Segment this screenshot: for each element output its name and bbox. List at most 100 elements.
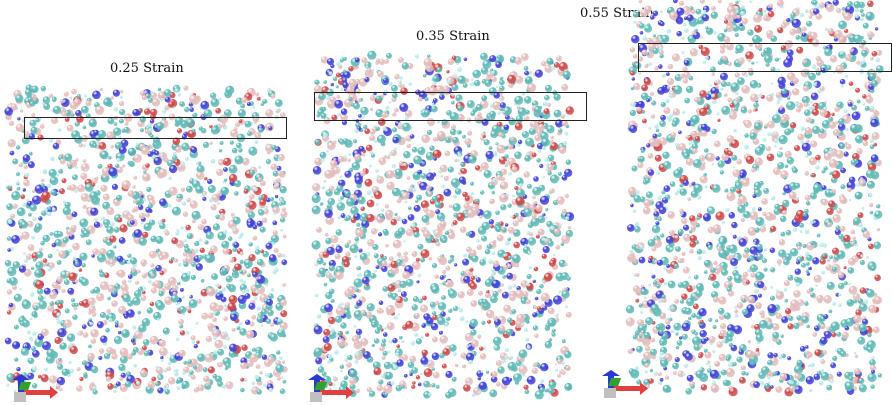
- atom: [657, 132, 662, 138]
- atom: [756, 243, 763, 251]
- atom: [31, 195, 42, 205]
- atom: [704, 105, 710, 111]
- atom: [726, 192, 736, 202]
- atom: [753, 102, 759, 108]
- atom: [485, 150, 494, 160]
- atom: [58, 357, 62, 362]
- atom: [32, 383, 38, 389]
- atom: [792, 88, 800, 96]
- atom: [805, 261, 810, 266]
- atom: [401, 385, 405, 389]
- atom: [639, 334, 643, 339]
- atom: [413, 231, 420, 238]
- atom: [482, 299, 488, 305]
- atom: [708, 207, 713, 211]
- atom: [814, 349, 822, 357]
- atom: [514, 122, 523, 131]
- atom: [680, 328, 683, 331]
- atom: [87, 352, 95, 361]
- atom: [636, 345, 643, 353]
- atom: [101, 167, 111, 176]
- atom: [557, 373, 562, 378]
- atom: [548, 387, 555, 394]
- atom: [197, 353, 206, 362]
- atom: [156, 301, 165, 311]
- atom: [859, 63, 863, 66]
- atom: [843, 266, 847, 270]
- atom: [128, 279, 132, 283]
- atom: [500, 168, 508, 176]
- atom: [707, 276, 712, 281]
- atom: [350, 217, 357, 224]
- atom: [804, 301, 809, 306]
- atom: [42, 234, 50, 243]
- atom: [763, 248, 767, 252]
- atom: [499, 107, 504, 111]
- atom: [364, 128, 371, 135]
- atom: [676, 340, 683, 346]
- atom: [365, 144, 373, 152]
- atom: [211, 194, 220, 203]
- atom: [548, 381, 556, 389]
- atom: [319, 363, 323, 367]
- atom: [490, 130, 498, 139]
- atom: [145, 163, 150, 168]
- atom: [355, 328, 363, 336]
- atom: [549, 188, 555, 194]
- atom: [72, 256, 77, 260]
- atom: [721, 268, 729, 276]
- atom: [183, 360, 188, 365]
- atom: [51, 207, 56, 212]
- atom: [795, 35, 801, 40]
- atom: [10, 103, 18, 111]
- atom: [397, 227, 406, 236]
- atom: [26, 198, 30, 202]
- atom: [121, 164, 126, 168]
- atom: [323, 179, 327, 183]
- atom: [95, 105, 105, 115]
- atom: [354, 359, 359, 364]
- atom: [634, 62, 642, 70]
- atom: [82, 229, 91, 238]
- atom: [561, 174, 568, 181]
- atom: [876, 228, 881, 232]
- atom: [474, 79, 481, 87]
- atom: [432, 137, 438, 142]
- atom: [789, 248, 799, 257]
- atom: [699, 90, 707, 98]
- atom: [274, 194, 279, 199]
- atom: [335, 271, 344, 280]
- atom: [667, 280, 676, 289]
- atom: [780, 231, 786, 237]
- atom: [872, 326, 880, 334]
- atom: [409, 134, 415, 139]
- atom: [828, 159, 838, 168]
- atom: [219, 208, 226, 216]
- atom: [738, 238, 747, 247]
- atom: [221, 123, 226, 128]
- atom: [82, 125, 87, 130]
- atom: [105, 327, 110, 333]
- atom: [240, 362, 248, 370]
- atom: [49, 301, 55, 307]
- atom: [404, 116, 409, 121]
- atom: [82, 159, 87, 163]
- atom: [528, 71, 533, 75]
- atom: [197, 384, 205, 392]
- atom: [766, 94, 774, 102]
- atom: [386, 52, 392, 59]
- atom: [103, 272, 110, 279]
- atom: [21, 231, 30, 240]
- atom: [469, 249, 477, 257]
- atom: [419, 181, 428, 191]
- atom: [558, 259, 567, 268]
- atom: [138, 237, 148, 246]
- atom: [502, 227, 507, 233]
- atom: [381, 355, 386, 360]
- atom: [445, 265, 451, 271]
- atom: [779, 146, 783, 151]
- atom: [730, 258, 739, 267]
- atom: [806, 20, 813, 27]
- atom: [103, 219, 111, 227]
- atom: [643, 78, 651, 86]
